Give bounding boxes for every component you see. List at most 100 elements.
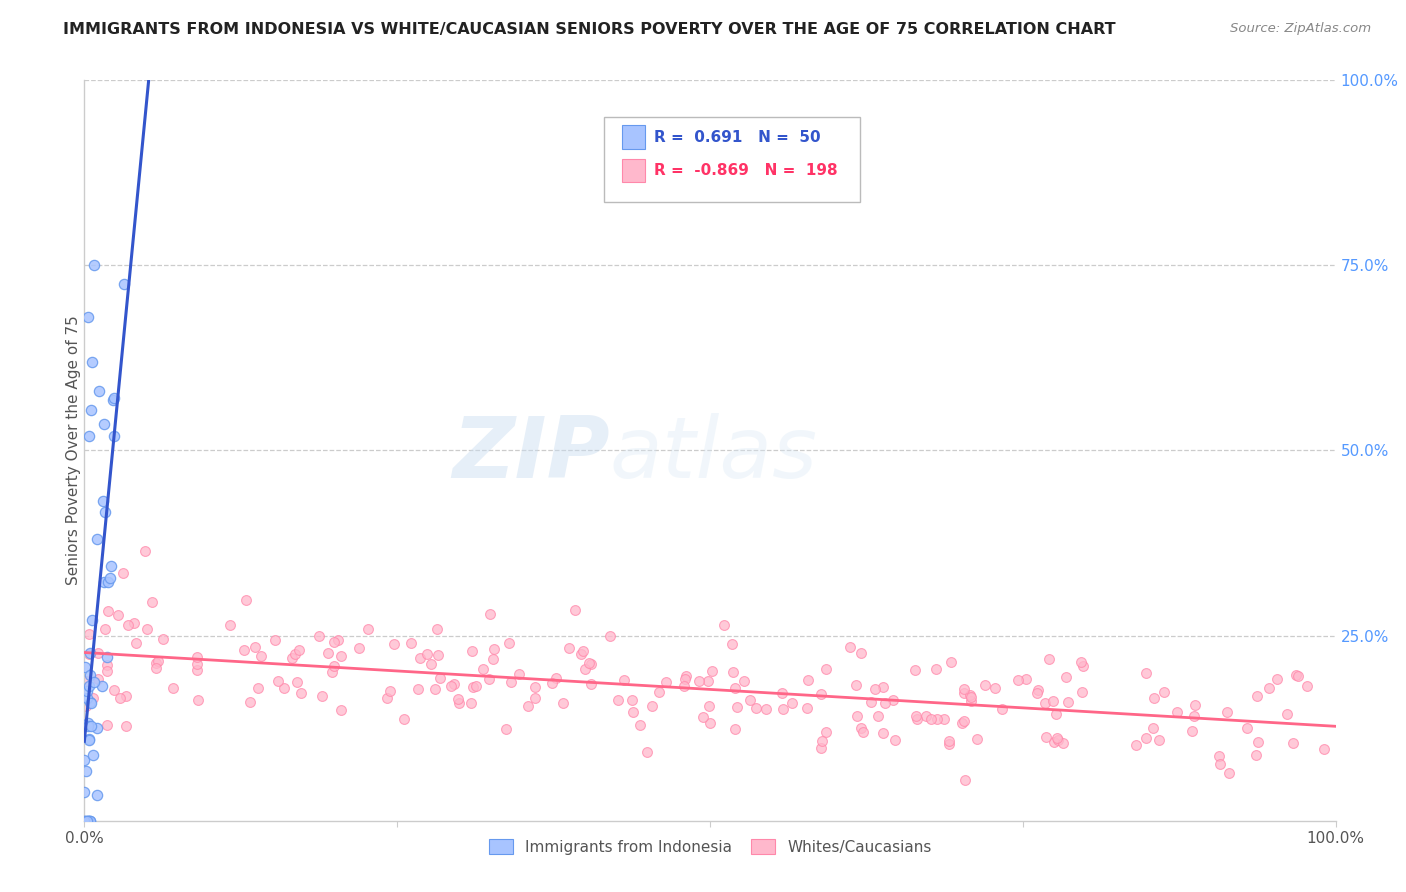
Point <box>461 680 484 694</box>
Point <box>382 637 405 651</box>
Point <box>86 533 108 547</box>
Point <box>882 692 904 706</box>
Point <box>86 721 108 735</box>
Point <box>904 664 927 678</box>
Point <box>460 696 482 710</box>
Point <box>1142 722 1164 736</box>
Point <box>267 673 290 688</box>
Point <box>75 814 97 828</box>
Point <box>960 690 983 704</box>
Point <box>579 657 602 672</box>
Point <box>79 648 101 662</box>
Point <box>107 607 129 622</box>
Point <box>323 658 346 673</box>
Point <box>1149 733 1171 747</box>
Point <box>1046 733 1069 747</box>
Point <box>82 691 104 706</box>
Point <box>852 724 875 739</box>
Point <box>960 694 983 708</box>
Point <box>115 689 138 703</box>
Point <box>1035 696 1057 710</box>
Point <box>1236 721 1258 735</box>
Text: ZIP: ZIP <box>453 413 610 496</box>
FancyBboxPatch shape <box>603 118 860 202</box>
Point <box>724 723 747 737</box>
Point <box>79 814 101 828</box>
Point <box>77 814 100 828</box>
Point <box>953 773 976 788</box>
Point <box>117 618 139 632</box>
Point <box>443 677 465 691</box>
Point <box>938 737 960 751</box>
Point <box>495 722 517 736</box>
Point <box>673 672 696 686</box>
Point <box>655 675 678 690</box>
Point <box>284 648 307 662</box>
Point <box>672 679 695 693</box>
Point <box>641 698 664 713</box>
Point <box>482 652 505 666</box>
Point <box>152 632 174 647</box>
Point <box>796 701 818 715</box>
Point <box>145 656 167 670</box>
Point <box>991 702 1014 716</box>
Point <box>94 622 117 636</box>
Point <box>1045 731 1067 745</box>
Point <box>233 643 256 657</box>
Point <box>80 696 103 710</box>
Text: atlas: atlas <box>610 413 818 496</box>
Point <box>186 663 208 677</box>
Point <box>449 696 471 710</box>
Point <box>915 709 938 723</box>
Point <box>73 659 96 673</box>
Point <box>696 674 718 689</box>
Text: R =  -0.869   N =  198: R = -0.869 N = 198 <box>654 163 838 178</box>
Point <box>1282 736 1305 750</box>
Point <box>904 708 927 723</box>
Point <box>1057 695 1080 709</box>
Point <box>134 544 156 558</box>
Point <box>699 715 721 730</box>
Point <box>100 559 122 574</box>
Point <box>1042 694 1064 708</box>
Point <box>461 644 484 658</box>
Point <box>80 354 103 368</box>
Point <box>288 643 311 657</box>
Point <box>1045 707 1067 722</box>
Point <box>621 693 644 707</box>
Point <box>984 681 1007 695</box>
Point <box>239 694 262 708</box>
Point <box>79 719 101 733</box>
Point <box>124 615 146 630</box>
Point <box>323 635 346 649</box>
Point <box>1218 765 1240 780</box>
Point <box>76 699 98 714</box>
Point <box>86 788 108 802</box>
Point <box>96 718 118 732</box>
Point <box>810 741 832 756</box>
Bar <box>623 126 645 149</box>
Point <box>1070 655 1092 669</box>
Point <box>925 662 948 676</box>
Point <box>557 641 579 656</box>
Point <box>574 661 596 675</box>
Point <box>738 692 761 706</box>
Point <box>541 675 564 690</box>
Point <box>246 681 269 696</box>
Point <box>96 650 118 665</box>
Point <box>905 712 928 726</box>
Point <box>621 706 644 720</box>
Point <box>79 428 101 442</box>
Point <box>97 604 120 618</box>
Point <box>499 674 522 689</box>
Point <box>953 686 976 700</box>
Point <box>136 622 159 636</box>
Point <box>721 637 744 651</box>
Point <box>724 681 747 695</box>
Point <box>79 814 101 828</box>
Point <box>79 402 101 417</box>
Point <box>845 709 868 723</box>
Point <box>648 684 671 698</box>
Point <box>613 673 636 688</box>
Point <box>1135 731 1157 745</box>
